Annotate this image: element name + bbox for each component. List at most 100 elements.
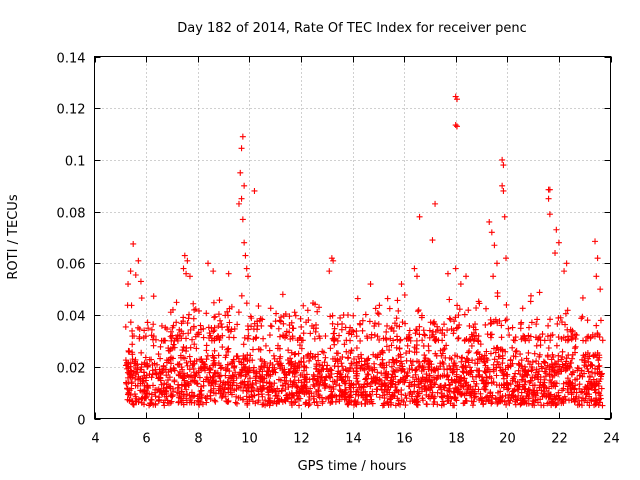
data-point [388,380,395,387]
data-point [540,402,547,409]
data-point [390,357,397,364]
data-point [506,332,513,339]
data-point [165,377,172,384]
data-point [226,368,233,375]
data-point [170,341,177,348]
data-point [321,359,328,366]
data-point [207,332,214,339]
data-point [278,387,285,394]
data-point [419,364,426,371]
data-point [532,369,539,376]
data-point [232,369,239,376]
data-point [381,381,388,388]
data-point [215,352,222,359]
data-point [286,322,293,329]
data-point [380,400,387,407]
data-point [482,321,489,328]
data-point [569,355,576,362]
data-point [344,355,351,362]
data-point [204,374,211,381]
data-point [543,364,550,371]
data-point [439,390,446,397]
data-point [359,327,366,334]
data-point [547,337,554,344]
data-point [518,389,525,396]
data-point [472,393,479,400]
data-point [510,392,517,399]
data-point [170,388,177,395]
data-point [224,361,231,368]
data-point [171,377,178,384]
data-point [544,333,551,340]
data-point [342,324,349,331]
data-point [414,402,421,409]
data-point [228,303,235,310]
data-point [482,362,489,369]
data-point [127,268,134,275]
data-point [176,368,183,375]
data-point [500,162,507,169]
data-point [581,357,588,364]
data-point [179,347,186,354]
data-point [496,394,503,401]
data-point [471,335,478,342]
data-point [557,314,564,321]
x-tick-label: 16 [396,432,413,447]
x-tick-label: 4 [91,432,99,447]
data-point [219,344,226,351]
data-point [186,273,193,280]
data-point [477,341,484,348]
data-point [541,337,548,344]
data-point [222,393,229,400]
data-point [488,229,495,236]
data-point [263,379,270,386]
y-tick-label: 0 [77,414,85,429]
data-point [348,360,355,367]
chart-title: Day 182 of 2014, Rate Of TEC Index for r… [177,21,527,36]
data-point [465,382,472,389]
data-point [487,350,494,357]
data-point [484,393,491,400]
data-point [141,395,148,402]
data-point [517,351,524,358]
data-point [264,385,271,392]
data-point [562,310,569,317]
data-point [180,344,187,351]
data-point [518,377,525,384]
data-point [331,337,338,344]
data-point [124,391,131,398]
data-point [259,376,266,383]
data-point [149,336,156,343]
data-point [495,389,502,396]
data-point [465,359,472,366]
data-point [197,388,204,395]
data-point [423,376,430,383]
data-point [493,260,500,267]
data-point [264,364,271,371]
data-point [351,356,358,363]
data-point [274,385,281,392]
data-point [210,328,217,335]
data-point [541,359,548,366]
data-point [463,273,470,280]
data-point [594,330,601,337]
data-point [439,330,446,337]
data-point [358,400,365,407]
data-point [393,322,400,329]
data-point [581,353,588,360]
data-point [287,359,294,366]
data-point [184,380,191,387]
data-point [306,401,313,408]
data-point [296,389,303,396]
data-point [404,342,411,349]
data-point [355,392,362,399]
data-point [371,323,378,330]
data-point [167,333,174,340]
data-point [250,336,257,343]
data-point [553,226,560,233]
data-point [560,380,567,387]
data-point [432,200,439,207]
data-point [173,319,180,326]
data-point [195,331,202,338]
data-point [433,376,440,383]
